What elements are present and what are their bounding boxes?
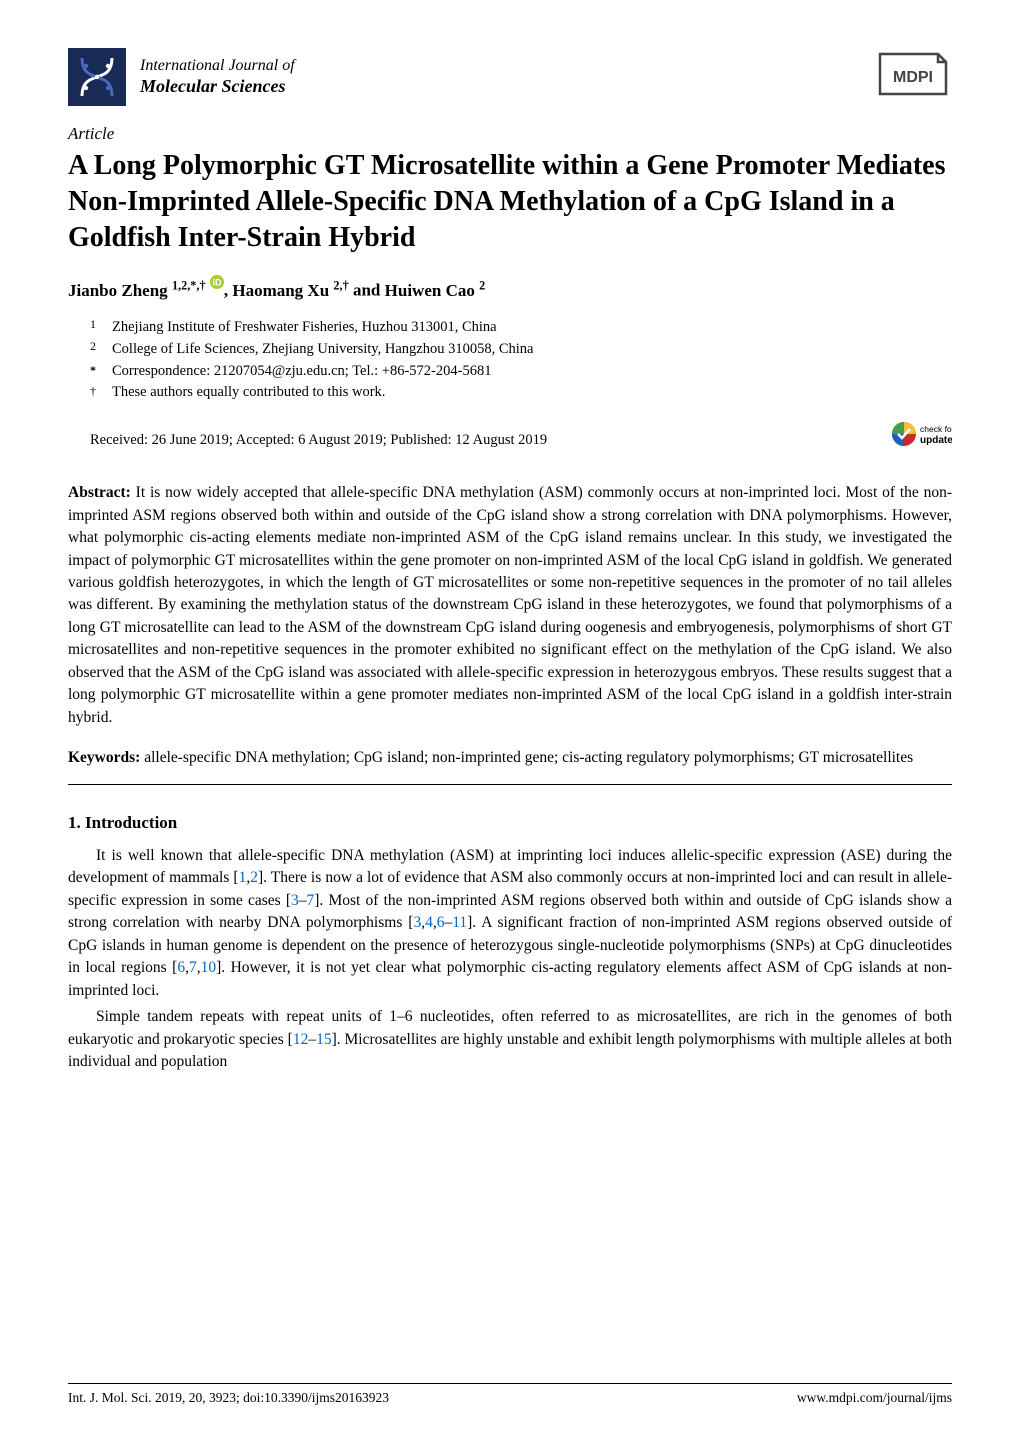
cite-6b[interactable]: 6: [177, 959, 185, 976]
article-type: Article: [68, 124, 952, 144]
footer-row: Int. J. Mol. Sci. 2019, 20, 3923; doi:10…: [68, 1383, 952, 1406]
correspondence: *Correspondence: 21207054@zju.edu.cn; Te…: [90, 361, 952, 383]
keywords-block: Keywords: allele-specific DNA methylatio…: [68, 747, 952, 769]
author-2: Haomang Xu 2,†: [232, 281, 348, 300]
cite-7b[interactable]: 7: [189, 959, 197, 976]
divider: [68, 784, 952, 785]
cite-11[interactable]: 11: [452, 914, 467, 931]
abstract-body: It is now widely accepted that allele-sp…: [68, 484, 952, 726]
cite-10[interactable]: 10: [201, 959, 217, 976]
journal-name: International Journal of Molecular Scien…: [140, 57, 295, 96]
svg-text:updates: updates: [920, 435, 952, 446]
authors-line: Jianbo Zheng 1,2,*,† iD, Haomang Xu 2,† …: [68, 275, 952, 301]
cite-12[interactable]: 12: [293, 1031, 309, 1048]
footer-url[interactable]: www.mdpi.com/journal/ijms: [797, 1390, 952, 1406]
footer-citation: Int. J. Mol. Sci. 2019, 20, 3923; doi:10…: [68, 1390, 389, 1406]
abstract-label: Abstract:: [68, 484, 131, 501]
journal-block: International Journal of Molecular Scien…: [68, 48, 295, 106]
svg-text:check for: check for: [920, 424, 952, 434]
mdpi-logo-icon: MDPI: [874, 48, 952, 100]
cite-4[interactable]: 4: [425, 914, 433, 931]
intro-para-1: It is well known that allele-specific DN…: [68, 845, 952, 1002]
check-for-updates-icon[interactable]: check for updates: [888, 418, 952, 462]
author-1: Jianbo Zheng 1,2,*,†: [68, 281, 206, 300]
abstract-block: Abstract: It is now widely accepted that…: [68, 482, 952, 729]
intro-para-2: Simple tandem repeats with repeat units …: [68, 1006, 952, 1073]
header-row: International Journal of Molecular Scien…: [68, 48, 952, 106]
keywords-body: allele-specific DNA methylation; CpG isl…: [140, 749, 913, 766]
svg-text:iD: iD: [212, 278, 222, 288]
cite-2[interactable]: 2: [250, 869, 258, 886]
journal-line1: International Journal of: [140, 57, 295, 75]
cite-15[interactable]: 15: [316, 1031, 332, 1048]
dates-text: Received: 26 June 2019; Accepted: 6 Augu…: [90, 432, 547, 449]
svg-text:MDPI: MDPI: [893, 69, 933, 86]
cite-3[interactable]: 3: [291, 892, 299, 909]
orcid-icon: iD: [210, 275, 224, 289]
affiliations-block: 1Zhejiang Institute of Freshwater Fisher…: [68, 317, 952, 404]
journal-logo-icon: [68, 48, 126, 106]
journal-line2: Molecular Sciences: [140, 76, 295, 97]
affiliation-1: 1Zhejiang Institute of Freshwater Fisher…: [90, 317, 952, 339]
equal-contrib: †These authors equally contributed to th…: [90, 382, 952, 404]
section-1-heading: 1. Introduction: [68, 813, 952, 833]
page-title: A Long Polymorphic GT Microsatellite wit…: [68, 148, 952, 255]
affiliation-2: 2College of Life Sciences, Zhejiang Univ…: [90, 339, 952, 361]
author-3: Huiwen Cao 2: [385, 281, 486, 300]
keywords-label: Keywords:: [68, 749, 140, 766]
dates-row: Received: 26 June 2019; Accepted: 6 Augu…: [68, 418, 952, 462]
